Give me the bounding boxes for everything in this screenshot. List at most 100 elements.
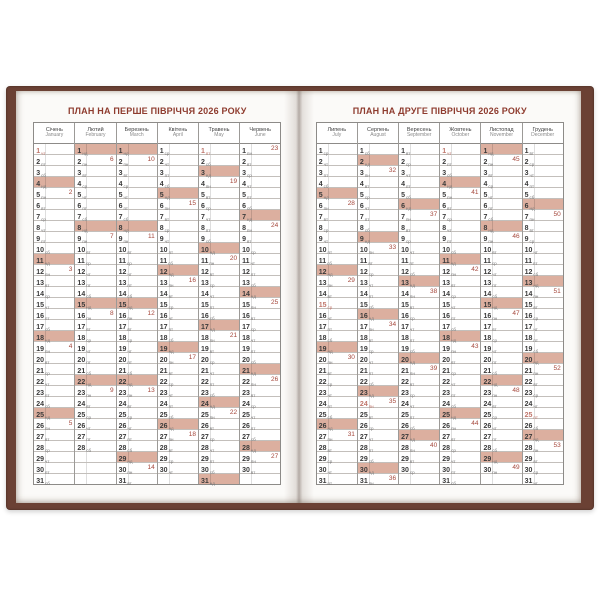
weekday-abbr: нд: [127, 382, 133, 387]
day-cell: 6пт: [481, 199, 522, 211]
day-number: 26: [401, 423, 409, 430]
day-cell: 26чт: [481, 419, 522, 431]
day-cell: 15сб: [357, 298, 399, 310]
day-cell: 23пн 13: [116, 386, 157, 398]
day-cell: 24вт: [116, 397, 157, 409]
weekday-abbr: сб: [209, 393, 215, 398]
day-cell: 5пн 2: [34, 188, 75, 200]
day-cell: 25ср: [481, 408, 522, 420]
day-number: 10: [524, 247, 533, 254]
day-number: 23: [242, 390, 250, 397]
weekday-abbr: чт: [250, 338, 256, 343]
calendar-first-half: Січень January 1чт 2пт 3сб 4нд 5пн 2 6вт 7ср 8чт 9п…: [33, 122, 282, 486]
day-cell: 15пн 25: [240, 298, 281, 310]
day-number: 14: [159, 291, 168, 298]
day-cell: 30пн 14: [116, 463, 157, 475]
weekday-abbr: пт: [488, 206, 493, 211]
day-number: 2: [401, 159, 405, 166]
day-cell: 28вт: [157, 441, 198, 453]
day-cell: 27ср: [198, 430, 240, 442]
day-cell: 26пн 5: [34, 419, 75, 431]
day-number: 28: [77, 445, 86, 452]
day-cell: 26пт: [240, 419, 281, 431]
weekday-abbr: пн: [451, 272, 456, 277]
weekday-abbr: сб: [86, 294, 92, 299]
day-cell: 23пн 48: [481, 386, 522, 398]
month-name-en: June: [254, 132, 266, 139]
weekday-abbr: чт: [209, 294, 215, 299]
day-number: 31: [36, 478, 45, 485]
page-title-first-half: ПЛАН НА ПЕРШЕ ПІВРІЧЧЯ 2026 РОКУ: [67, 106, 247, 116]
day-cell: 4чт: [240, 177, 281, 189]
day-cell: 16ср: [522, 309, 563, 321]
day-number: 19: [524, 346, 533, 353]
weekday-abbr: сб: [250, 437, 256, 442]
day-cell: 29чт: [440, 452, 481, 464]
day-number: 19: [483, 346, 492, 353]
day-number: 9: [442, 236, 447, 243]
day-cell: 15чт: [34, 298, 75, 310]
weekday-abbr: нд: [209, 250, 215, 255]
month-column: Листопад November 1нд 2пн 45 3вт 4ср 5чт 6пт 7сб 8…: [481, 123, 523, 484]
day-number: 14: [318, 291, 327, 298]
weekday-abbr: пт: [533, 415, 538, 420]
week-number: 3: [68, 266, 73, 273]
day-cell: 23сб: [198, 386, 240, 398]
day-number: 1: [318, 148, 323, 155]
weekday-abbr: ср: [41, 217, 46, 222]
day-cell: 24пт: [316, 397, 357, 409]
day-number: 9: [200, 236, 205, 243]
weekday-abbr: сб: [127, 294, 133, 299]
weekday-abbr: сб: [368, 382, 374, 387]
weekday-abbr: пт: [529, 184, 535, 189]
day-cell: 14пн 38: [399, 287, 440, 299]
weekday-abbr: сб: [250, 283, 256, 288]
day-number: 22: [483, 379, 492, 386]
day-number: 18: [77, 335, 86, 342]
day-number: 25: [318, 412, 327, 419]
weekday-abbr: нд: [451, 338, 457, 343]
weekday-abbr: чт: [533, 327, 538, 332]
weekday-abbr: ср: [85, 261, 91, 266]
day-cell: 26сб: [399, 419, 440, 431]
weekday-abbr: нд: [409, 437, 416, 442]
day-number: 13: [200, 280, 209, 287]
day-number: 10: [318, 247, 327, 254]
day-cell: 28чт: [198, 441, 240, 453]
day-cell: 18ср: [75, 331, 116, 343]
day-cell: 27нд: [399, 430, 440, 442]
day-cell: 28пн 53: [522, 441, 563, 453]
day-number: 5: [118, 192, 123, 199]
day-number: 30: [159, 467, 168, 474]
day-number: 6: [524, 203, 529, 210]
day-cell: 17вт: [75, 320, 116, 332]
day-cell: 27вт: [440, 430, 481, 442]
weekday-abbr: пт: [368, 448, 374, 453]
weekday-abbr: вт: [250, 316, 256, 321]
day-number: 5: [318, 192, 323, 199]
weekday-abbr: нд: [209, 404, 215, 409]
day-cell: 23ср: [522, 386, 563, 398]
weekday-abbr: чт: [451, 459, 456, 464]
weekday-abbr: пн: [41, 195, 47, 200]
calendar-second-half: Липень July 1ср 2чт 3пт 4сб 5нд 6пн 28 7вт 8ср 9чт 1…: [315, 122, 564, 486]
day-number: 26: [77, 423, 86, 430]
weekday-abbr: чт: [368, 283, 374, 288]
day-cell: 20вт: [34, 353, 75, 365]
day-cell: 1вт: [522, 144, 563, 156]
day-number: 15: [200, 302, 209, 309]
weekday-abbr: чт: [82, 195, 87, 200]
day-number: 5: [36, 192, 41, 199]
day-cell: 21пн 39: [399, 364, 440, 376]
weekday-abbr: ср: [168, 459, 174, 464]
day-cell: 18сб: [157, 331, 198, 343]
day-cell: 16пт: [34, 309, 75, 321]
day-cell: 20пн 30: [316, 353, 357, 365]
weekday-abbr: пн: [492, 316, 498, 321]
weekday-abbr: чт: [492, 426, 497, 431]
weekday-abbr: чт: [41, 151, 46, 156]
day-number: 12: [401, 269, 409, 276]
day-cell: 13вт: [440, 276, 481, 288]
day-cell: 29нд: [481, 452, 522, 464]
day-cell: 4пт: [399, 177, 440, 189]
